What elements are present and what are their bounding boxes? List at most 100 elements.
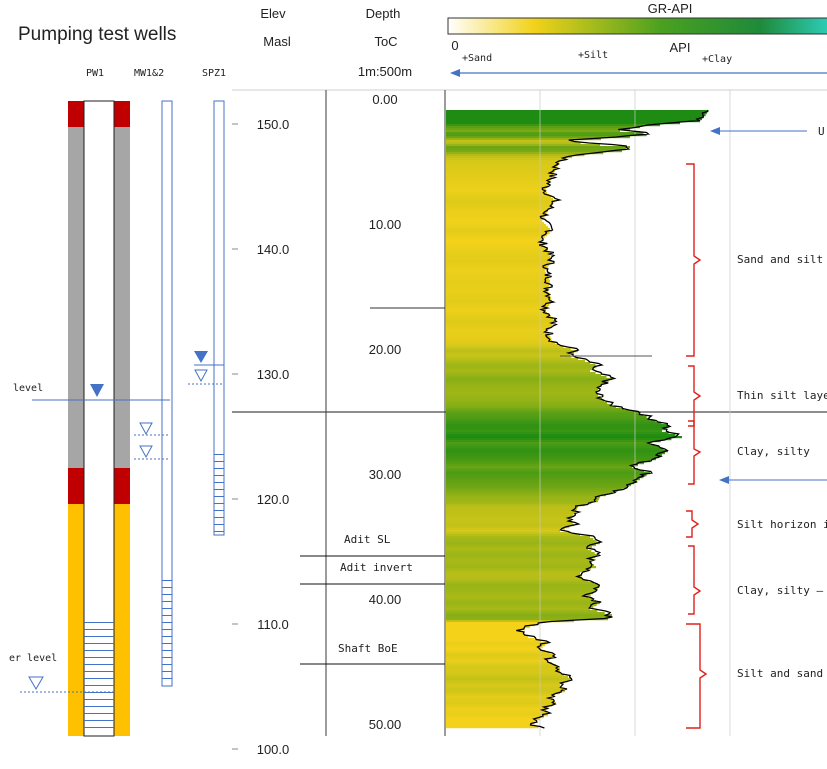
gr-fill-strip bbox=[446, 116, 704, 119]
gr-fill-strip bbox=[446, 514, 574, 517]
gr-fill-strip bbox=[446, 650, 545, 653]
elev-axis: 150.0 140.0 130.0 120.0 110.0 100.0 bbox=[232, 117, 289, 757]
gr-fill-strip bbox=[446, 364, 596, 367]
gr-fill-strip bbox=[446, 580, 588, 583]
gr-fill-strip bbox=[446, 540, 597, 543]
gr-silt-label: +Silt bbox=[578, 50, 608, 61]
gr-fill-strip bbox=[446, 372, 596, 375]
gr-fill-strip bbox=[446, 440, 661, 443]
gr-fill-strip bbox=[446, 240, 540, 243]
gr-fill-strip bbox=[446, 702, 556, 705]
gr-fill-strip bbox=[446, 564, 594, 567]
gr-fill-strip bbox=[446, 366, 597, 369]
zone-label-6: Silt and sand bbox=[737, 667, 823, 680]
gr-fill-strip bbox=[446, 360, 585, 363]
gr-fill-strip bbox=[446, 286, 549, 289]
gr-fill-strip bbox=[446, 392, 596, 395]
gr-fill-strip bbox=[446, 622, 540, 625]
gr-fill-strip bbox=[446, 444, 655, 447]
well-label-pw1: PW1 bbox=[86, 68, 104, 79]
gr-fill-strip bbox=[446, 404, 611, 407]
gr-fill-strip bbox=[446, 202, 554, 205]
gr-fill-strip bbox=[446, 302, 551, 305]
pw1-screen bbox=[84, 620, 114, 734]
well-mw bbox=[161, 100, 173, 687]
gr-fill-strip bbox=[446, 512, 575, 515]
gr-fill-strip bbox=[446, 312, 547, 315]
water-level-label-upper: level bbox=[13, 383, 43, 394]
gr-fill-strip bbox=[446, 296, 551, 299]
gr-fill-strip bbox=[446, 530, 560, 533]
gr-fill-strip bbox=[446, 616, 610, 619]
gr-fill-strip bbox=[446, 298, 552, 301]
gr-fill-strip bbox=[446, 200, 555, 203]
gr-fill-strip bbox=[446, 446, 659, 449]
gr-fill-strip bbox=[446, 164, 558, 167]
marker-shaft-boe: Shaft BoE bbox=[338, 642, 398, 655]
gr-fill-strip bbox=[446, 680, 568, 683]
elev-tick-100: 100.0 bbox=[257, 742, 290, 757]
gr-fill-strip bbox=[446, 626, 530, 629]
depth-header: Depth bbox=[366, 6, 401, 21]
gr-fill-strip bbox=[446, 166, 557, 169]
gr-fill-strip bbox=[446, 198, 553, 201]
gr-fill-strip bbox=[446, 396, 600, 399]
gr-fill-strip bbox=[446, 324, 553, 327]
gr-fill-strip bbox=[446, 168, 556, 171]
gr-fill-strip bbox=[446, 524, 574, 527]
gr-clay-label: +Clay bbox=[702, 54, 732, 65]
gr-fill-strip bbox=[446, 420, 656, 423]
gr-fill-strip bbox=[446, 698, 552, 701]
zone-label-4: Silt horizon id bbox=[737, 518, 827, 531]
gr-fill-strip bbox=[446, 520, 572, 523]
gr-fill-strip bbox=[446, 264, 550, 267]
gr-fill-strip bbox=[446, 124, 660, 127]
gr-fill-strip bbox=[446, 596, 588, 599]
gr-fill-strip bbox=[446, 188, 546, 191]
gr-fill-strip bbox=[446, 410, 632, 413]
gr-fill-strip bbox=[446, 192, 547, 195]
gr-fill-strip bbox=[446, 268, 547, 271]
gr-fill-strip bbox=[446, 134, 647, 137]
gr-fill-strip bbox=[446, 252, 549, 255]
gr-fill-strip bbox=[446, 330, 548, 333]
gr-fill-strip bbox=[446, 450, 668, 453]
gr-fill-strip bbox=[446, 358, 579, 361]
gr-fill-strip bbox=[446, 118, 702, 121]
gr-fill-strip bbox=[446, 562, 592, 565]
gr-fill-strip bbox=[446, 712, 547, 715]
gr-fill-strip bbox=[446, 142, 581, 145]
gr-fill-strip bbox=[446, 516, 572, 519]
gr-fill-strip bbox=[446, 244, 544, 247]
gr-fill-strip bbox=[446, 656, 553, 659]
gr-fill-strip bbox=[446, 690, 565, 693]
gr-arrow-upper bbox=[710, 127, 720, 135]
gr-fill-strip bbox=[446, 470, 644, 473]
gr-fill-strip bbox=[446, 590, 596, 593]
gr-fill-strip bbox=[446, 406, 616, 409]
gr-fill-strip bbox=[446, 426, 669, 429]
gr-fill-strip bbox=[446, 280, 550, 283]
gr-fill-strip bbox=[446, 232, 550, 235]
marker-adit-invert: Adit invert bbox=[340, 561, 413, 574]
gr-fill-strip bbox=[446, 204, 553, 207]
gr-fill-strip bbox=[446, 666, 560, 669]
gr-fill-strip bbox=[446, 578, 582, 581]
gr-fill-strip bbox=[446, 538, 594, 541]
gr-fill-strip bbox=[446, 704, 553, 707]
gr-fill-strip bbox=[446, 474, 647, 477]
gr-fill-strip bbox=[446, 206, 551, 209]
gr-fill-strip bbox=[446, 522, 573, 525]
gr-header: GR-API bbox=[648, 1, 693, 16]
gr-fill-strip bbox=[446, 246, 545, 249]
elev-tick-140: 140.0 bbox=[257, 242, 290, 257]
gr-fill-strip bbox=[446, 546, 592, 549]
gr-fill-strip bbox=[446, 294, 550, 297]
gr-fill-strip bbox=[446, 434, 676, 437]
gr-fill-strip bbox=[446, 346, 564, 349]
gr-fill-strip bbox=[446, 148, 626, 151]
depth-ref: ToC bbox=[374, 34, 397, 49]
gr-fill-strip bbox=[446, 128, 630, 131]
gr-fill-strip bbox=[446, 282, 550, 285]
gr-fill-strip bbox=[446, 176, 552, 179]
